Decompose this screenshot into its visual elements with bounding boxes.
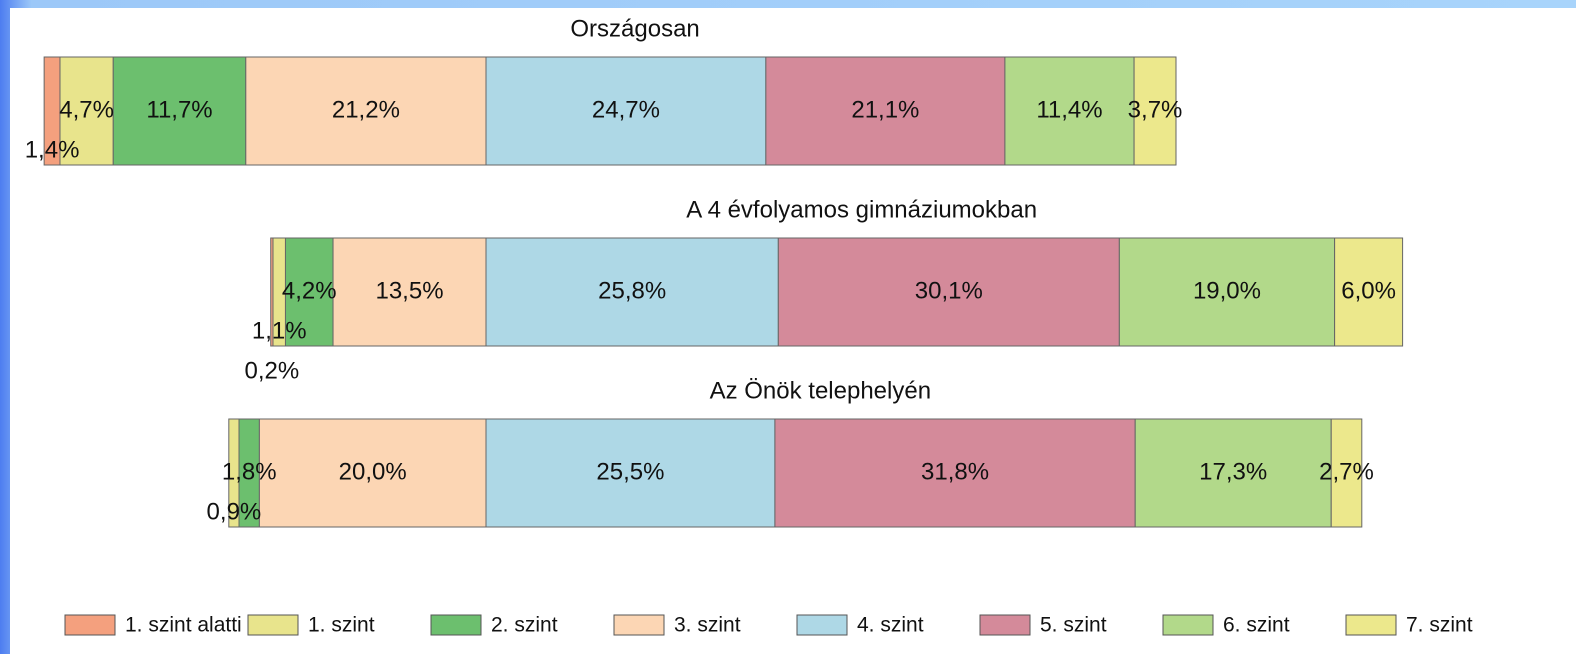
legend-label: 7. szint [1406,614,1473,637]
value-label: 4,7% [59,96,114,123]
bar-title: Az Önök telephelyén [710,377,931,404]
bar-segment [1118,237,1336,347]
legend-label: 4. szint [857,614,924,637]
value-label: 25,5% [596,458,664,485]
legend-swatch [796,614,848,636]
legend-swatch [979,614,1031,636]
legend-label: 6. szint [1223,614,1290,637]
bar-segment [765,56,1006,166]
value-label: 24,7% [592,96,660,123]
legend-swatch [247,614,299,636]
bar-segment [332,237,487,347]
bar-segment [1004,56,1135,166]
value-label: 2,7% [1319,458,1374,485]
bar-segment [777,237,1120,347]
legend-label: 3. szint [674,614,741,637]
value-label: 4,2% [282,277,337,304]
value-label: 25,8% [598,277,666,304]
bar-title: Országosan [570,15,699,42]
bar-segment [1133,56,1177,166]
legend-label: 2. szint [491,614,558,637]
bar-segment [258,418,487,528]
bar-segment [112,56,247,166]
value-label: 21,1% [851,96,919,123]
value-label: 19,0% [1193,277,1261,304]
value-label: 20,0% [339,458,407,485]
legend-label: 1. szint alatti [125,614,242,637]
value-label: 6,0% [1341,277,1396,304]
legend-label: 1. szint [308,614,375,637]
bar-segment [1330,418,1363,528]
legend-swatch [1162,614,1214,636]
value-label: 11,4% [1036,96,1102,123]
value-label: 11,7% [146,96,212,123]
legend-label: 5. szint [1040,614,1107,637]
bar-segment [774,418,1136,528]
value-label: 21,2% [332,96,400,123]
bar-segment [485,237,779,347]
bar-segment [1334,237,1404,347]
value-label: 31,8% [921,458,989,485]
value-label: 17,3% [1199,458,1267,485]
value-label: 0,9% [207,498,262,525]
legend-swatch [64,614,116,636]
value-label: 1,1% [252,317,307,344]
value-label: 1,8% [222,458,277,485]
value-label: 0,2% [245,357,300,384]
bar-segment [485,418,776,528]
bar-segment [1134,418,1332,528]
legend-swatch [430,614,482,636]
value-label: 1,4% [25,136,80,163]
legend-swatch [613,614,665,636]
bar-segment [245,56,487,166]
bar-title: A 4 évfolyamos gimnáziumokban [686,196,1037,223]
value-label: 30,1% [915,277,983,304]
legend-swatch [1345,614,1397,636]
value-label: 3,7% [1128,96,1183,123]
value-label: 13,5% [375,277,443,304]
bar-segment [485,56,767,166]
